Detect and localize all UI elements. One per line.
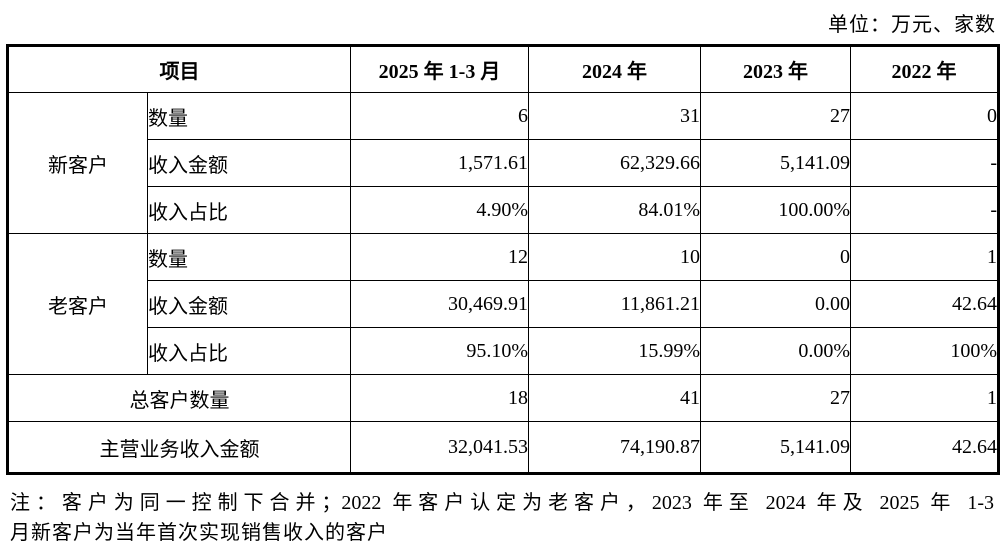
value-cell: - <box>850 186 999 234</box>
value-cell: 11,861.21 <box>528 280 701 328</box>
header-2023: 2023 年 <box>700 45 851 93</box>
main-revenue-label: 主营业务收入金额 <box>7 421 351 474</box>
customer-revenue-table: 项目 2025 年 1-3 月 2024 年 2023 年 2022 年 新客户… <box>6 44 1000 475</box>
footnote: 注：客户为同一控制下合并；2022 年客户认定为老客户，2023 年至 2024… <box>10 488 994 548</box>
value-cell: 100% <box>850 327 999 375</box>
row-label: 收入占比 <box>147 327 351 375</box>
footnote-line-1: 注：客户为同一控制下合并；2022 年客户认定为老客户，2023 年至 2024… <box>10 492 994 514</box>
value-cell: 42.64 <box>850 280 999 328</box>
row-label: 收入金额 <box>147 280 351 328</box>
value-cell: 27 <box>700 92 851 140</box>
row-label: 收入金额 <box>147 139 351 187</box>
value-cell: 0 <box>850 92 999 140</box>
value-cell: 5,141.09 <box>700 421 851 474</box>
value-cell: 15.99% <box>528 327 701 375</box>
value-cell: 31 <box>528 92 701 140</box>
row-label: 数量 <box>147 92 351 140</box>
value-cell: 4.90% <box>350 186 529 234</box>
header-2025-q1: 2025 年 1-3 月 <box>350 45 529 93</box>
table-row-old-count: 老客户 数量 12 10 0 1 <box>7 233 999 375</box>
value-cell: 32,041.53 <box>350 421 529 474</box>
footnote-line-2: 月新客户为当年首次实现销售收入的客户 <box>10 522 388 544</box>
value-cell: 18 <box>350 374 529 422</box>
value-cell: 1 <box>850 233 999 281</box>
value-cell: 62,329.66 <box>528 139 701 187</box>
header-item: 项目 <box>7 45 351 93</box>
header-2024: 2024 年 <box>528 45 701 93</box>
value-cell: 41 <box>528 374 701 422</box>
table-row-new-ratio: 收入占比 4.90% 84.01% 100.00% - <box>8 186 999 234</box>
total-customers-label: 总客户数量 <box>7 374 351 422</box>
value-cell: 30,469.91 <box>350 280 529 328</box>
row-label: 数量 <box>147 233 351 281</box>
value-cell: 0.00% <box>700 327 851 375</box>
table-row-total-customers: 总客户数量 18 41 27 1 <box>7 374 999 422</box>
header-2022: 2022 年 <box>850 45 999 93</box>
table-row-new-count: 新客户 数量 6 31 27 0 <box>7 92 999 234</box>
unit-label: 单位：万元、家数 <box>828 14 996 36</box>
value-cell: 74,190.87 <box>528 421 701 474</box>
value-cell: 10 <box>528 233 701 281</box>
group-old-customers: 老客户 <box>7 233 148 375</box>
table-row-old-ratio: 收入占比 95.10% 15.99% 0.00% 100% <box>8 327 999 375</box>
row-label: 收入占比 <box>147 186 351 234</box>
value-cell: 0.00 <box>700 280 851 328</box>
value-cell: 5,141.09 <box>700 139 851 187</box>
value-cell: - <box>850 139 999 187</box>
table-row-main-revenue: 主营业务收入金额 32,041.53 74,190.87 5,141.09 42… <box>7 421 999 474</box>
value-cell: 12 <box>350 233 529 281</box>
value-cell: 100.00% <box>700 186 851 234</box>
table-row-new-revenue: 收入金额 1,571.61 62,329.66 5,141.09 - <box>8 139 999 187</box>
value-cell: 84.01% <box>528 186 701 234</box>
table-header-row: 项目 2025 年 1-3 月 2024 年 2023 年 2022 年 <box>7 45 999 93</box>
value-cell: 42.64 <box>850 421 999 474</box>
value-cell: 0 <box>700 233 851 281</box>
group-new-customers: 新客户 <box>7 92 148 234</box>
table-row-old-revenue: 收入金额 30,469.91 11,861.21 0.00 42.64 <box>8 280 999 328</box>
value-cell: 1,571.61 <box>350 139 529 187</box>
value-cell: 6 <box>350 92 529 140</box>
value-cell: 27 <box>700 374 851 422</box>
value-cell: 1 <box>850 374 999 422</box>
value-cell: 95.10% <box>350 327 529 375</box>
